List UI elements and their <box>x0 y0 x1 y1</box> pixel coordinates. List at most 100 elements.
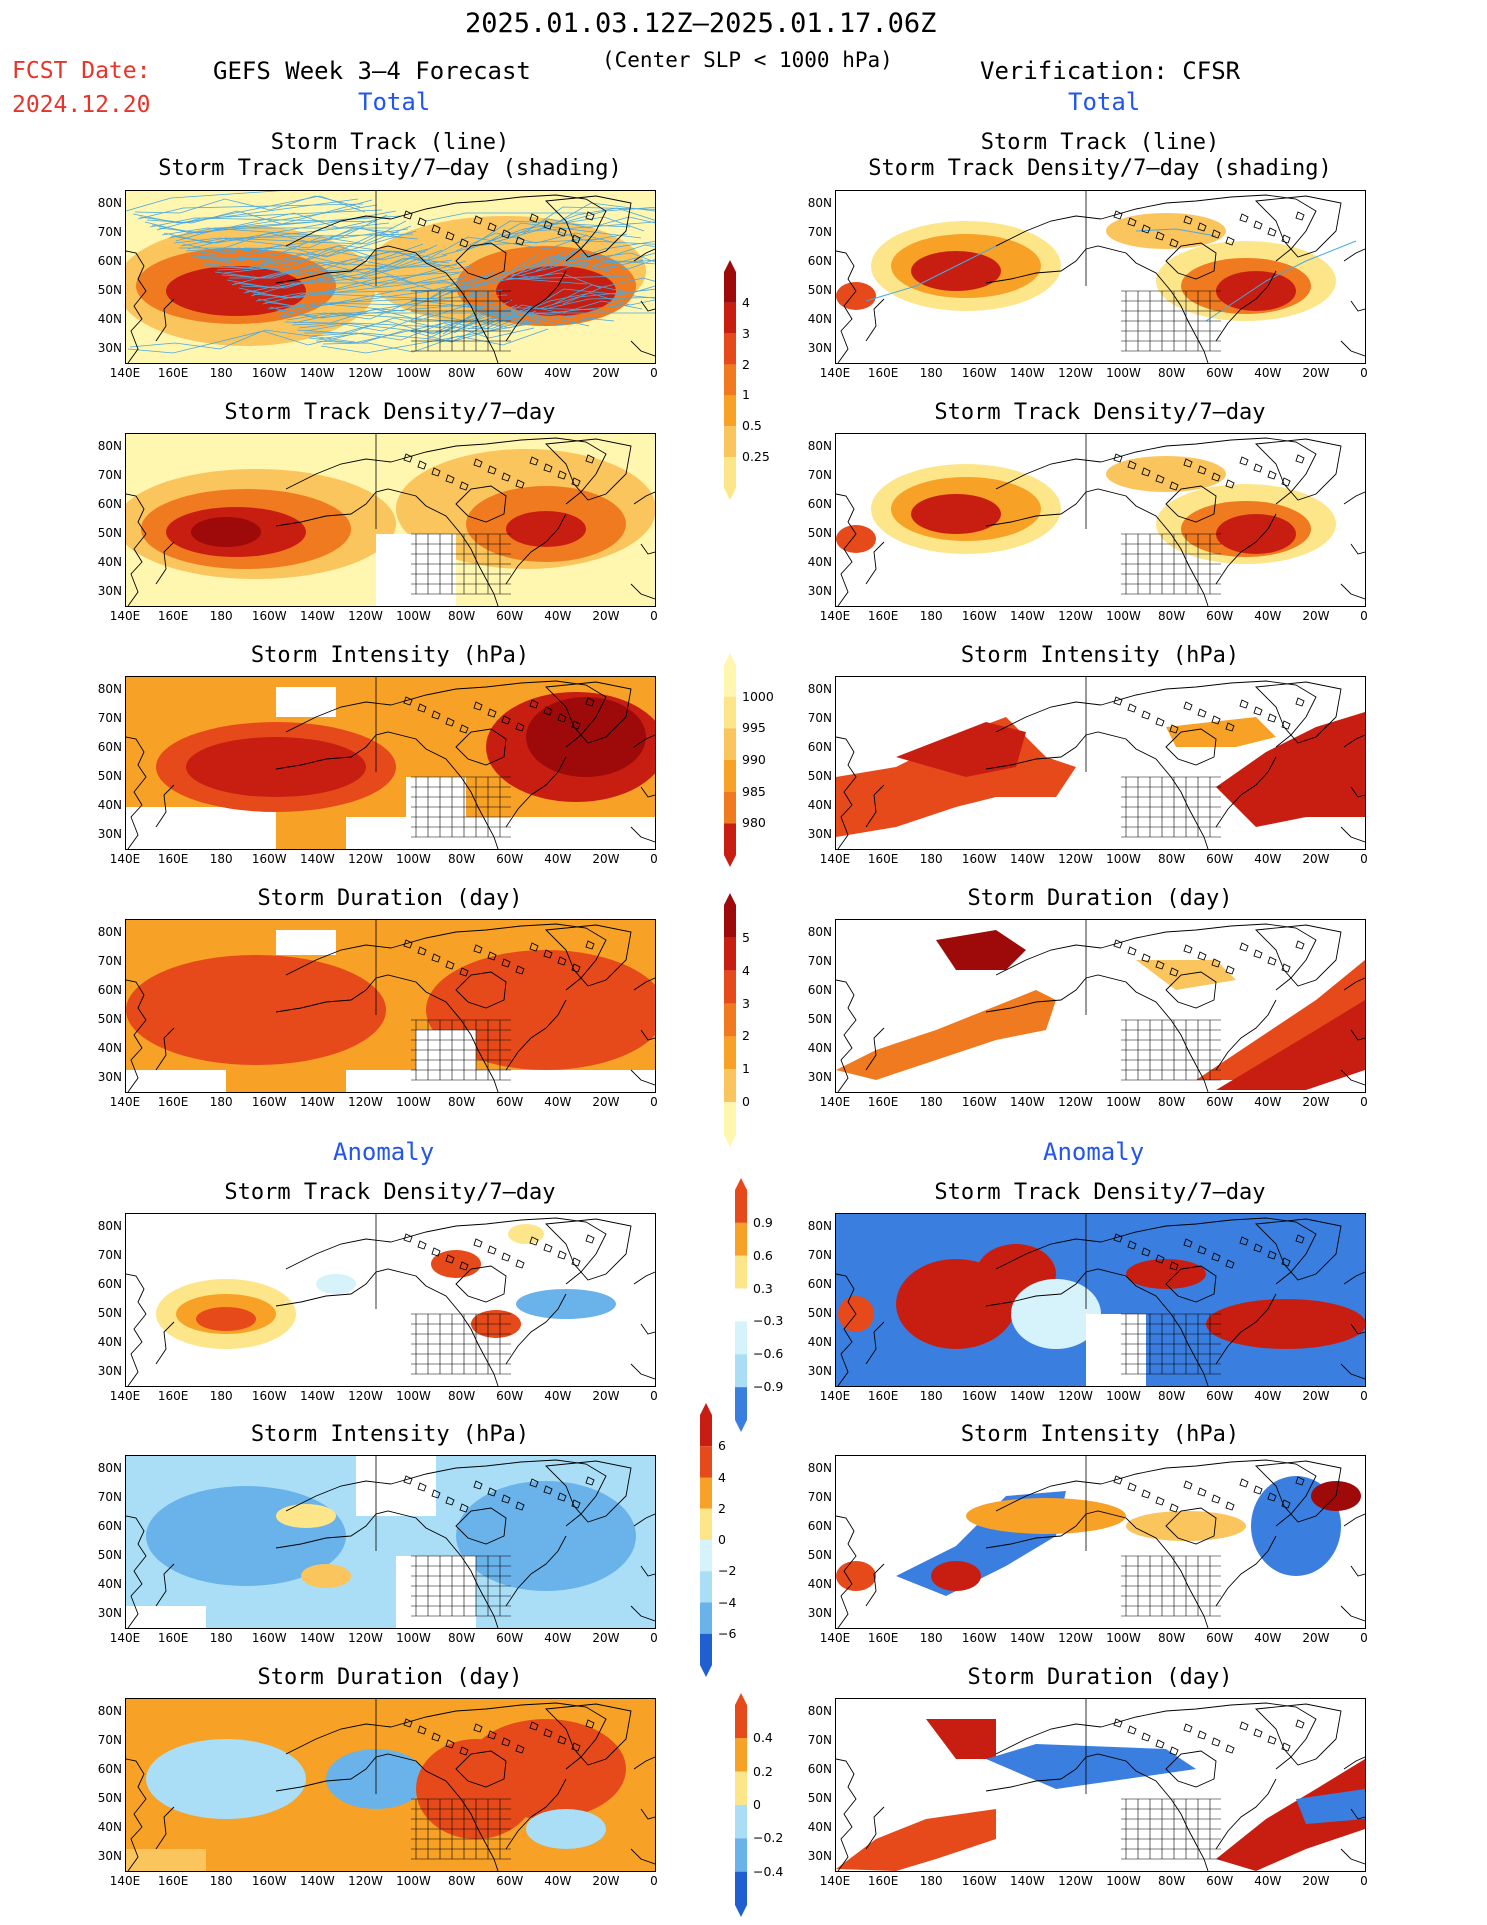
lon-label: 100W <box>1106 1389 1141 1403</box>
lon-label: 160W <box>961 852 997 866</box>
map-canvas <box>836 677 1365 849</box>
lat-label: 60N <box>807 1519 832 1533</box>
lon-label: 140W <box>299 1389 335 1403</box>
lat-label: 70N <box>807 954 832 968</box>
total-label-left: Total <box>358 88 431 116</box>
colorbar-swatch <box>735 1222 747 1256</box>
lat-label: 50N <box>97 1306 122 1320</box>
colorbar-label: 2 <box>718 1500 726 1516</box>
lat-label: 30N <box>807 584 832 598</box>
shade-region <box>1106 213 1226 249</box>
shade-region <box>126 807 276 849</box>
lat-label: 30N <box>807 1364 832 1378</box>
lon-label: 120W <box>1058 609 1093 623</box>
lon-label: 100W <box>1106 852 1141 866</box>
shade-region <box>276 1504 336 1528</box>
lon-label: 160W <box>251 1095 287 1109</box>
lat-label: 50N <box>97 769 122 783</box>
lon-label: 140E <box>109 852 141 866</box>
lon-label: 180 <box>919 852 943 866</box>
shade-region <box>526 697 646 777</box>
colorbar-label: −4 <box>718 1594 737 1610</box>
colorbar-arrow-bottom <box>735 1420 747 1432</box>
lon-label: 40W <box>544 609 572 623</box>
shade-region <box>836 1561 876 1591</box>
colorbar-label: 4 <box>742 294 750 310</box>
colorbar-swatch <box>735 1871 747 1905</box>
lon-label: 160E <box>157 609 189 623</box>
colorbar-label: 0.4 <box>753 1730 773 1746</box>
colorbar-label: −2 <box>718 1563 737 1579</box>
lon-label: 140W <box>1009 609 1045 623</box>
lon-label: 120W <box>1058 1874 1093 1888</box>
panel-title-intensity-total-right: Storm Intensity (hPa) <box>960 643 1240 668</box>
state-borders <box>375 920 511 1081</box>
lat-label: 40N <box>97 798 122 812</box>
lon-label: 20W <box>1302 1631 1330 1645</box>
panel-title-density-anom-right: Storm Track Density/7–day <box>934 1180 1266 1205</box>
coastline <box>836 923 1365 1092</box>
shade-region <box>191 517 261 547</box>
colorbar-swatch <box>700 1633 712 1665</box>
colorbar-swatch <box>724 1036 736 1070</box>
state-borders <box>1085 434 1221 595</box>
fcst-date-value: 2024.12.20 <box>12 92 151 118</box>
lon-label: 140E <box>819 1874 851 1888</box>
lon-label: 100W <box>396 1095 431 1109</box>
lon-label: 140W <box>1009 1874 1045 1888</box>
lon-label: 140W <box>299 852 335 866</box>
lon-label: 100W <box>1106 1095 1141 1109</box>
lon-label: 40W <box>544 366 572 380</box>
colorbar-intensity-anom <box>700 1403 712 1677</box>
lon-label: 20W <box>1302 366 1330 380</box>
state-borders <box>1085 191 1221 352</box>
lon-label: 160W <box>251 1389 287 1403</box>
lon-label: 0 <box>1360 1874 1368 1888</box>
shade-region <box>986 1744 1196 1789</box>
lon-label: 80W <box>448 366 476 380</box>
lon-label: 80W <box>1158 1095 1186 1109</box>
lat-label: 30N <box>97 827 122 841</box>
lon-label: 40W <box>544 1874 572 1888</box>
lat-label: 70N <box>97 225 122 239</box>
lon-label: 140E <box>819 1095 851 1109</box>
lat-label: 30N <box>97 1364 122 1378</box>
colorbar-label: 0.9 <box>753 1214 773 1230</box>
coastline <box>126 923 655 1092</box>
lat-label: 50N <box>807 283 832 297</box>
lat-label: 30N <box>807 341 832 355</box>
shade-region <box>1216 514 1296 554</box>
lat-label: 40N <box>807 1041 832 1055</box>
colorbar-swatch <box>700 1571 712 1603</box>
colorbar-label: −0.4 <box>753 1863 784 1879</box>
lat-label: 40N <box>807 1820 832 1834</box>
panel-title-intensity-total-left: Storm Intensity (hPa) <box>250 643 530 668</box>
colorbar-swatch <box>724 905 736 938</box>
colorbar-arrow-top <box>724 653 736 665</box>
lon-label: 180 <box>919 609 943 623</box>
shade-region <box>416 1030 476 1092</box>
colorbar-swatch <box>724 760 736 792</box>
lat-label: 40N <box>807 312 832 326</box>
shade-region <box>196 1307 256 1331</box>
lat-label: 60N <box>97 254 122 268</box>
colorbar-swatch <box>735 1288 747 1322</box>
lon-label: 80W <box>448 1874 476 1888</box>
state-borders <box>375 1456 511 1617</box>
panel-title-density-total-right: Storm Track Density/7–day <box>934 400 1266 425</box>
lon-label: 120W <box>348 852 383 866</box>
lat-label: 80N <box>97 1219 122 1233</box>
lat-label: 80N <box>807 196 832 210</box>
panel-title-duration-anom-right: Storm Duration (day) <box>967 1665 1233 1690</box>
colorbar-arrow-bottom <box>724 1135 736 1147</box>
storm-tracks <box>126 191 655 354</box>
lon-label: 120W <box>348 1389 383 1403</box>
lat-label: 80N <box>97 439 122 453</box>
coastline <box>836 1459 1365 1628</box>
lon-label: 140E <box>109 1095 141 1109</box>
lat-label: 30N <box>807 1849 832 1863</box>
panel-title-intensity-anom-right: Storm Intensity (hPa) <box>960 1422 1240 1447</box>
colorbar-label: −0.9 <box>753 1379 784 1395</box>
colorbar-swatch <box>724 728 736 760</box>
map-duration-anom-verification <box>835 1698 1366 1872</box>
